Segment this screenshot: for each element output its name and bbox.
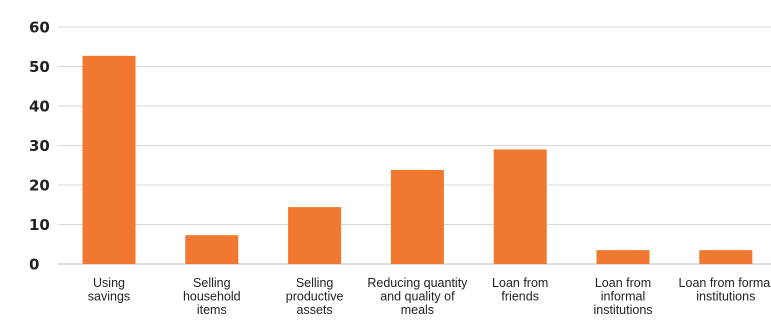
y-axis-ticks: 0 10 20 30 40 50 60 xyxy=(29,19,50,274)
x-tick-label: Selling household items xyxy=(183,276,241,317)
x-tick-label: Using savings xyxy=(88,276,130,304)
x-tick-label-line: institutions xyxy=(696,290,755,304)
x-tick-label: Loan from formal institutions xyxy=(679,276,771,304)
x-tick-label-line: and quality of xyxy=(380,290,455,304)
y-tick-label: 30 xyxy=(29,137,50,155)
x-tick-label: Reducing quantity and quality of meals xyxy=(367,276,468,317)
y-tick-label: 40 xyxy=(29,98,50,116)
x-tick-label-line: assets xyxy=(297,303,333,317)
x-tick-label-line: informal xyxy=(601,290,645,304)
x-tick-label: Selling productive assets xyxy=(286,276,344,317)
bar xyxy=(390,169,444,264)
x-tick-label-line: Loan from xyxy=(595,276,651,290)
bar xyxy=(699,250,753,264)
x-tick-label-line: Loan from xyxy=(492,276,548,290)
x-tick-label-line: productive xyxy=(286,290,344,304)
x-tick-label-line: meals xyxy=(401,303,434,317)
y-tick-label: 0 xyxy=(29,256,39,274)
bars xyxy=(82,55,753,265)
y-tick-label: 60 xyxy=(29,19,50,37)
bar xyxy=(493,149,547,264)
bar xyxy=(596,250,650,264)
x-tick-label: Loan from informal institutions xyxy=(593,276,652,317)
x-tick-label-line: savings xyxy=(88,290,130,304)
x-tick-label-line: Using xyxy=(93,276,125,290)
x-tick-label-line: institutions xyxy=(593,303,652,317)
x-tick-label-line: household xyxy=(183,290,241,304)
x-tick-label-line: Selling xyxy=(296,276,334,290)
x-tick-label-line: friends xyxy=(501,290,539,304)
y-tick-label: 10 xyxy=(29,216,50,234)
x-tick-label-line: Reducing quantity xyxy=(367,276,468,290)
bar xyxy=(288,207,342,264)
y-tick-label: 50 xyxy=(29,58,50,76)
bar xyxy=(82,55,136,265)
x-tick-label-line: Loan from formal xyxy=(679,276,771,290)
x-tick-label-line: Selling xyxy=(193,276,231,290)
bar xyxy=(185,235,239,264)
x-tick-label-line: items xyxy=(197,303,227,317)
x-tick-label: Loan from friends xyxy=(492,276,548,304)
y-tick-label: 20 xyxy=(29,177,50,195)
